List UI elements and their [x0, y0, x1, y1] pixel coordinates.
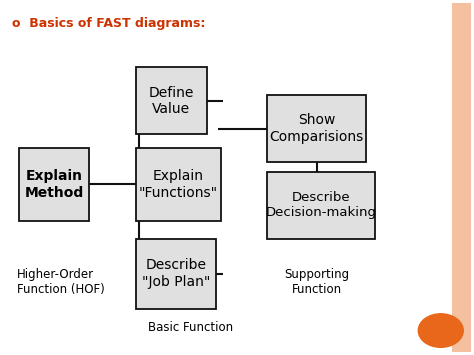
Text: Explain
"Functions": Explain "Functions" [139, 169, 218, 200]
Text: Basic Function: Basic Function [148, 321, 233, 334]
FancyBboxPatch shape [267, 172, 375, 239]
Text: Describe
"Job Plan": Describe "Job Plan" [142, 258, 210, 289]
FancyBboxPatch shape [137, 239, 216, 308]
FancyBboxPatch shape [137, 67, 207, 134]
FancyBboxPatch shape [137, 148, 220, 221]
FancyBboxPatch shape [267, 95, 366, 162]
FancyBboxPatch shape [19, 148, 90, 221]
Circle shape [418, 314, 463, 347]
Text: Describe
Decision-making: Describe Decision-making [266, 191, 377, 219]
Text: Show
Comparisions: Show Comparisions [270, 114, 364, 144]
Bar [453, 3, 471, 352]
Text: Define
Value: Define Value [149, 86, 194, 116]
Text: Supporting
Function: Supporting Function [284, 268, 349, 296]
Text: o  Basics of FAST diagrams:: o Basics of FAST diagrams: [12, 17, 206, 30]
Text: Higher-Order
Function (HOF): Higher-Order Function (HOF) [17, 268, 105, 296]
Text: Explain
Method: Explain Method [25, 169, 84, 200]
